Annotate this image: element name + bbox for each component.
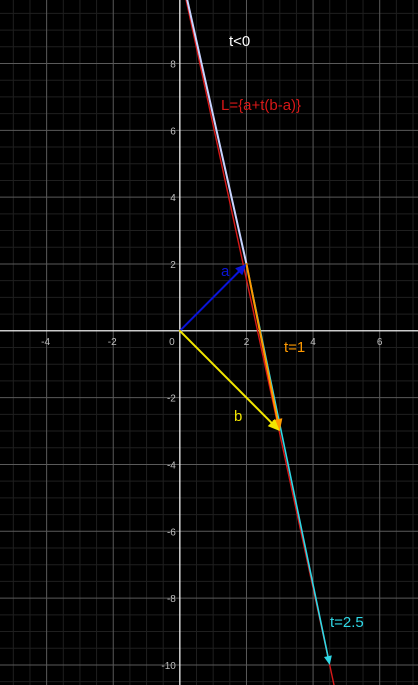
vector-a [178,270,240,332]
t-equals-1-label: t=1 [284,339,305,356]
x-tick-label: -2 [108,337,117,348]
y-tick-label: 6 [170,126,176,137]
vector-b [178,329,273,424]
vector-a-head [235,263,247,276]
vector-a-label: a [221,263,230,280]
line-equation-label: L={a+t(b-a)} [221,97,301,114]
x-tick-label: -4 [41,337,50,348]
t-negative-segment [186,0,248,265]
y-tick-label: -8 [167,594,176,605]
y-tick-label: -10 [161,661,176,672]
t-2-5-vector-head [323,655,332,665]
y-tick-label: -4 [167,460,176,471]
x-tick-label: 4 [310,337,316,348]
y-tick-label: -2 [167,394,176,405]
y-tick-label: 8 [170,59,176,70]
x-tick-label: 2 [244,337,250,348]
diagram-labels: t<0 L={a+t(b-a)} a b t=1 t=2.5 [221,33,364,631]
vector-b-label: b [234,408,242,425]
x-tick-label: 0 [169,337,175,348]
vector-diagram [178,0,335,685]
t-negative-label: t<0 [229,33,250,50]
y-tick-label: -6 [167,527,176,538]
vector-b-head [267,419,280,432]
y-tick-label: 2 [170,260,176,271]
t-equals-2-5-label: t=2.5 [330,614,364,631]
t-1-vector [245,262,279,421]
tick-labels: -4 -2 0 2 4 6 8 6 4 2 -2 -4 -6 -8 -10 [41,59,383,671]
x-tick-label: 6 [377,337,383,348]
line-L [185,0,335,685]
y-tick-label: 4 [170,193,176,204]
